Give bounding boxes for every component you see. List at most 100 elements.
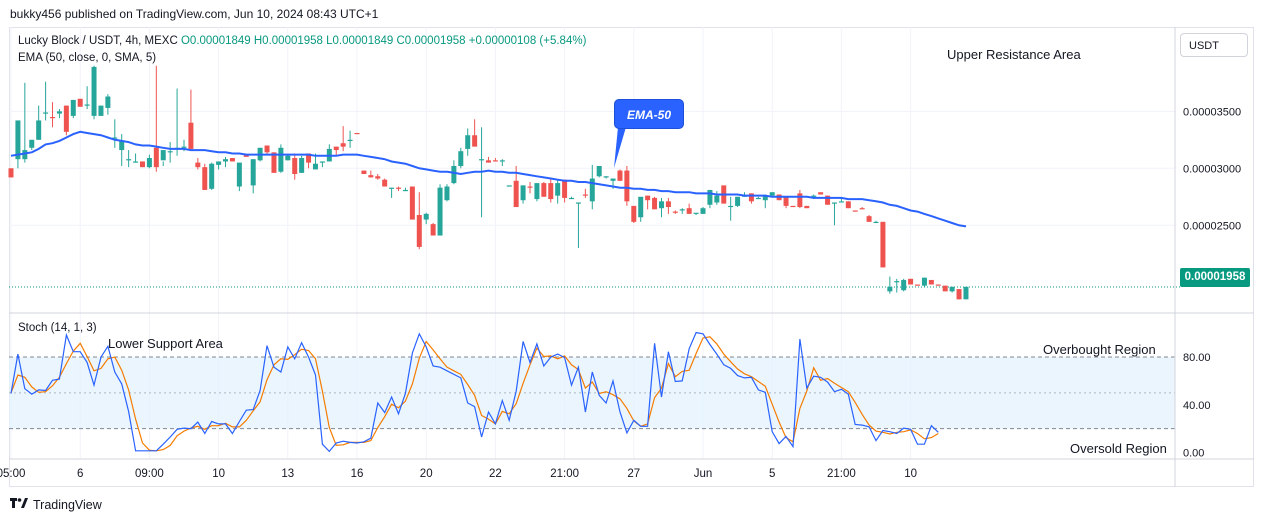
candle-body-12 — [91, 66, 97, 116]
candle-26 — [188, 89, 194, 149]
symbol-legend: Lucky Block / USDT, 4h, MEXC O0.00001849… — [18, 35, 586, 47]
candle-131 — [915, 284, 921, 286]
candle-body-97 — [679, 209, 685, 211]
candle-65 — [458, 147, 464, 169]
candle-8 — [63, 105, 69, 136]
candle-77 — [541, 181, 547, 197]
last-price-badge: 0.00001958 — [1180, 268, 1250, 287]
candle-60 — [423, 212, 429, 225]
time-tick-label-6: 20 — [420, 468, 433, 480]
candle-body-96 — [672, 211, 678, 213]
candle-0 — [8, 168, 14, 178]
candle-body-51 — [361, 170, 367, 174]
candle-body-116 — [811, 195, 817, 197]
time-tick-label-2: 09:00 — [135, 468, 164, 480]
candle-body-137 — [956, 289, 962, 300]
candle-body-10 — [77, 98, 83, 107]
candle-body-56 — [396, 187, 402, 189]
candle-body-102 — [714, 195, 720, 203]
candle-37 — [264, 145, 270, 155]
candle-48 — [340, 126, 346, 152]
candle-body-121 — [845, 201, 851, 209]
candle-91 — [638, 196, 644, 222]
candle-39 — [278, 144, 284, 173]
candle-20 — [146, 154, 152, 169]
candle-body-20 — [146, 158, 152, 168]
candle-58 — [409, 186, 415, 220]
candle-109 — [762, 194, 768, 209]
candle-body-57 — [402, 189, 408, 192]
candle-82 — [575, 202, 581, 249]
time-tick-label-11: 5 — [769, 468, 775, 480]
candle-body-13 — [98, 105, 104, 116]
time-tick-label-1: 6 — [77, 468, 83, 480]
candle-body-79 — [555, 183, 561, 196]
candle-body-98 — [686, 208, 692, 214]
price-tick-label-2: 0.00002500 — [1183, 220, 1241, 232]
candle-body-113 — [790, 205, 796, 208]
candle-70 — [492, 158, 498, 162]
candle-body-128 — [894, 281, 900, 283]
upper-resistance-label: Upper Resistance Area — [947, 47, 1081, 62]
candle-105 — [735, 196, 741, 208]
price-axis: 0.00003500 0.00003000 0.00002500 — [1183, 106, 1241, 232]
candle-115 — [804, 205, 810, 209]
candle-53 — [375, 173, 381, 180]
candle-62 — [437, 184, 443, 236]
candle-body-73 — [513, 180, 519, 208]
candle-75 — [527, 181, 533, 194]
candle-119 — [831, 202, 837, 226]
candle-84 — [589, 164, 595, 210]
candle-body-33 — [236, 162, 242, 187]
candle-69 — [485, 156, 491, 163]
currency-button[interactable]: USDT — [1180, 33, 1248, 57]
candle-body-15 — [112, 137, 118, 139]
time-tick-label-9: 27 — [627, 468, 640, 480]
candle-body-91 — [638, 196, 644, 218]
candle-46 — [326, 144, 332, 162]
stoch-band-lines — [9, 356, 1175, 430]
candle-body-65 — [458, 151, 464, 167]
candle-24 — [174, 88, 180, 156]
candle-132 — [921, 277, 927, 287]
candle-96 — [672, 210, 678, 214]
candle-88 — [617, 169, 623, 181]
candle-body-6 — [50, 117, 56, 119]
candle-body-58 — [409, 186, 415, 220]
candle-56 — [396, 186, 402, 192]
candle-body-28 — [202, 167, 208, 190]
candle-body-119 — [831, 202, 837, 204]
candle-78 — [548, 178, 554, 203]
candle-2 — [22, 82, 28, 163]
stoch-tick-label-0: 80.00 — [1183, 352, 1211, 364]
candle-body-76 — [534, 183, 540, 200]
candle-body-23 — [167, 151, 173, 153]
time-tick-label-0: 05:00 — [0, 468, 25, 480]
candle-body-110 — [769, 192, 775, 196]
candle-body-22 — [160, 150, 166, 161]
candle-15 — [112, 119, 118, 148]
candle-102 — [714, 191, 720, 205]
candle-body-11 — [84, 104, 90, 106]
candle-body-64 — [451, 166, 457, 184]
candle-14 — [105, 94, 111, 115]
candle-body-138 — [963, 286, 969, 300]
candle-body-77 — [541, 183, 547, 197]
tradingview-brand: TradingView — [33, 497, 102, 512]
candle-38 — [271, 152, 277, 173]
candle-125 — [873, 220, 879, 224]
candle-body-52 — [368, 175, 374, 178]
ohlc-values: O0.00001849 H0.00001958 L0.00001849 C0.0… — [180, 35, 587, 47]
candle-89 — [624, 166, 630, 206]
candle-body-43 — [306, 153, 312, 163]
symbol-title: Lucky Block / USDT, 4h, MEXC — [18, 35, 178, 47]
candle-body-8 — [63, 105, 69, 132]
candle-42 — [299, 155, 305, 173]
candle-body-38 — [271, 152, 277, 173]
candle-41 — [292, 153, 298, 180]
chart-frame — [9, 27, 1254, 487]
tradingview-logo-icon[interactable] — [10, 497, 28, 512]
candle-body-88 — [617, 170, 623, 181]
candle-body-126 — [880, 221, 886, 268]
